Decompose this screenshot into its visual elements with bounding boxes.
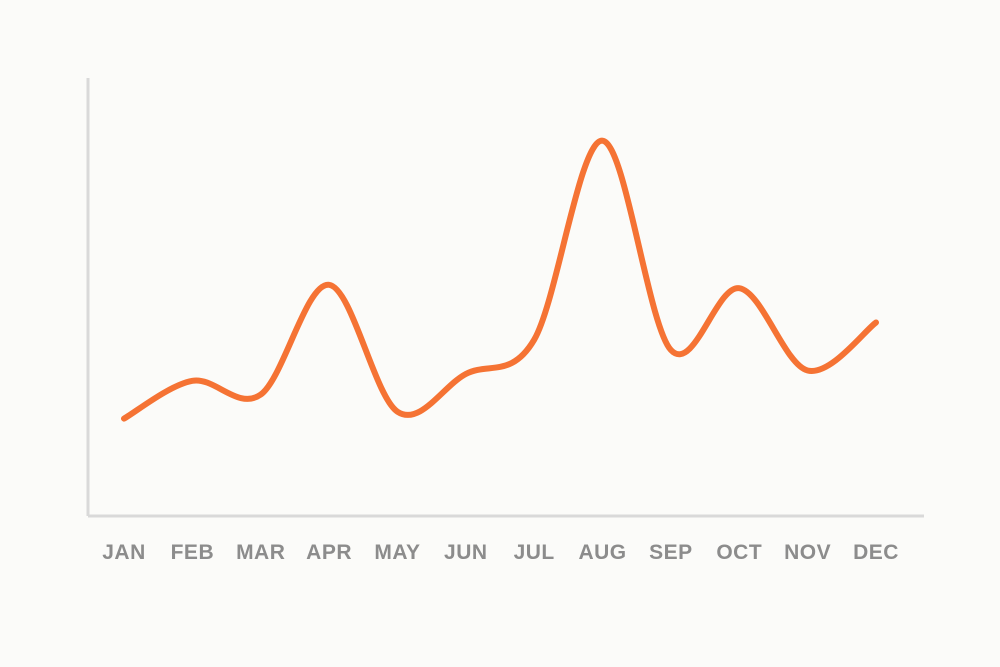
- x-tick-label-may: MAY: [374, 541, 420, 564]
- x-tick-labels: JAN FEB MAR APR MAY JUN JUL AUG SEP OCT NOV DEC: [102, 541, 899, 564]
- x-tick-label-sep: SEP: [649, 541, 693, 564]
- x-tick-label-oct: OCT: [716, 541, 762, 564]
- x-tick-label-aug: AUG: [578, 541, 626, 564]
- x-tick-label-apr: APR: [306, 541, 352, 564]
- x-tick-label-jul: JUL: [514, 541, 555, 564]
- series-line-0: [121, 137, 879, 422]
- x-tick-label-mar: MAR: [236, 541, 285, 564]
- x-tick-label-jan: JAN: [102, 541, 146, 564]
- x-tick-label-nov: NOV: [784, 541, 831, 564]
- x-tick-label-dec: DEC: [853, 541, 899, 564]
- series-layer: [121, 137, 879, 422]
- x-tick-label-jun: JUN: [444, 541, 488, 564]
- x-tick-label-feb: FEB: [171, 541, 215, 564]
